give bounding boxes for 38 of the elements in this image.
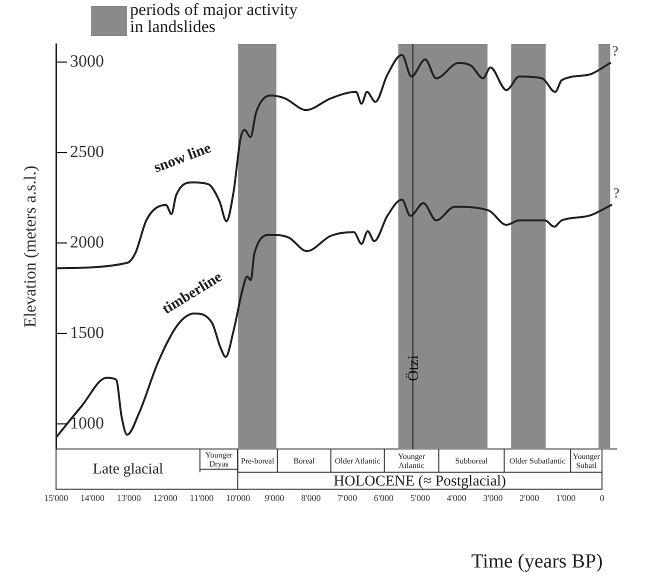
x-tick-label: 2'000 <box>520 492 540 503</box>
text: Late glacial <box>92 461 164 478</box>
text: Younger Subatl <box>572 452 600 470</box>
x-tick-label: 14'000 <box>80 492 106 503</box>
x-tick-label: 15'000 <box>44 492 69 503</box>
x-tick-label: 10'000 <box>226 492 251 503</box>
text: snow line <box>152 140 214 176</box>
x-tick-label: 6'000 <box>374 492 394 503</box>
x-tick-label: 5'000 <box>410 492 430 503</box>
x-tick-label: 11'000 <box>190 492 214 503</box>
x-tick-label: 4'000 <box>446 492 467 503</box>
ref-line-label: Ötzi <box>404 355 422 382</box>
text: Boreal <box>293 456 316 466</box>
text: Subboreal <box>455 456 488 466</box>
x-tick-label: 1'000 <box>556 492 576 503</box>
text: HOLOCENE (≈ Postglacial) <box>334 474 506 490</box>
text: Older Subatlantic <box>509 456 566 466</box>
x-tick-label: 8'000 <box>301 492 322 503</box>
x-tick-label: 13'000 <box>116 492 142 503</box>
text: Older Atlantic <box>334 456 381 466</box>
y-tick-label: 2000 <box>70 232 104 252</box>
y-tick-label: 1000 <box>70 413 104 432</box>
y-tick-label: 2500 <box>70 142 104 162</box>
annotation: ? <box>612 44 618 60</box>
y-axis-title: Elevation (meters a.s.l.) <box>20 166 40 328</box>
x-tick-label: 0 <box>600 492 605 503</box>
x-tick-label: 3'000 <box>483 492 504 503</box>
y-tick-label: 1500 <box>70 322 104 342</box>
x-tick-label: 12'000 <box>153 492 178 503</box>
text: Pre-boreal <box>240 456 275 466</box>
legend-label: periods of major activity in landslides <box>130 0 298 36</box>
text: Younger Dryas <box>205 450 233 468</box>
annotation: ? <box>613 186 620 202</box>
x-tick-label: 7'000 <box>338 492 358 503</box>
x-axis-title: Time (years BP) <box>471 550 603 572</box>
x-tick-label: 9'000 <box>264 492 285 503</box>
y-tick-label: 3000 <box>70 52 104 71</box>
text: Younger Atlantic <box>398 452 426 470</box>
